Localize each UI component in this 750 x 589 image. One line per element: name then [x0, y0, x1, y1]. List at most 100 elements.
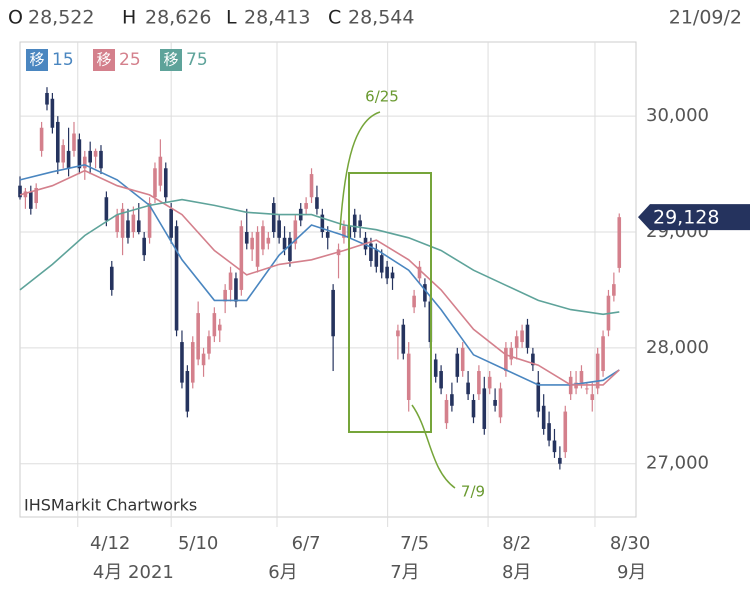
legend-swatch: [26, 49, 48, 71]
candle-body: [466, 382, 470, 395]
x-tick-label: 7/5: [400, 533, 429, 554]
candle-body: [558, 457, 562, 464]
candle-body: [217, 324, 222, 331]
ma-line: [19, 198, 620, 316]
candle-body: [352, 214, 357, 232]
header-label: H: [122, 7, 136, 29]
header-value: 28,522: [28, 7, 94, 29]
candle-body: [455, 353, 460, 377]
x-tick-label: 8/2: [502, 533, 531, 554]
header-label: C: [328, 7, 341, 29]
y-tick-label: 28,000: [646, 337, 709, 358]
candle-body: [196, 313, 200, 360]
candle-body: [61, 145, 65, 163]
candle-body: [304, 203, 308, 209]
legend-swatch: [93, 49, 115, 71]
candle-body: [250, 237, 254, 250]
candle-body: [520, 330, 524, 343]
candle-body: [99, 150, 103, 169]
candle-body: [601, 336, 605, 372]
candle-body: [617, 217, 622, 268]
candle-body: [439, 371, 443, 389]
candle-body: [142, 237, 146, 256]
x-tick-label: 8/30: [610, 533, 650, 554]
legend-prefix: 移: [29, 51, 44, 69]
candle-body: [34, 187, 38, 204]
candle-body: [131, 214, 136, 232]
candle-body: [460, 347, 465, 372]
y-tick-label: 30,000: [646, 105, 709, 126]
candle-body: [536, 382, 541, 412]
candle-body: [547, 423, 551, 441]
callout-line: [411, 404, 456, 489]
ma-line: [19, 163, 620, 386]
legend-prefix: 移: [96, 51, 111, 69]
candle-body: [190, 342, 195, 383]
candle-body: [504, 347, 508, 372]
legend-label: 75: [186, 50, 208, 70]
candle-body: [417, 266, 422, 279]
candle-body: [104, 197, 109, 221]
candle-body: [266, 237, 271, 244]
last-price-label: 29,128: [653, 207, 719, 229]
candle-body: [45, 92, 49, 105]
candle-body: [482, 388, 487, 429]
candle-body: [579, 371, 584, 383]
candle-body: [18, 185, 22, 198]
candle-body: [55, 121, 60, 163]
candle-body: [239, 226, 244, 290]
candle-body: [590, 394, 595, 400]
candle-body: [82, 156, 87, 169]
candle-body: [525, 324, 530, 348]
candle-body: [493, 399, 497, 406]
candle-body: [147, 203, 152, 238]
candle-body: [385, 266, 389, 279]
source: IHSMarkit Chartworks: [24, 496, 197, 515]
candle-body: [109, 266, 114, 290]
candle-body: [28, 191, 33, 209]
legend-prefix: 移: [163, 51, 178, 69]
last-price-tag: [638, 204, 750, 231]
candle-body: [261, 226, 265, 250]
candle-body: [514, 336, 519, 348]
candle-body: [77, 139, 82, 169]
candle-body: [358, 220, 362, 227]
candle-body: [509, 347, 514, 360]
candle-body: [169, 208, 173, 238]
header-value: 28,626: [145, 7, 211, 29]
annotation: 6/25: [365, 88, 399, 106]
candle-body: [115, 214, 119, 232]
candle-body: [282, 237, 287, 250]
candle-body: [234, 278, 238, 302]
month-label: 6月: [268, 562, 297, 583]
ma-line: [19, 169, 620, 386]
header-value: 28,413: [244, 7, 310, 29]
candle-body: [552, 440, 557, 453]
candle-body: [293, 220, 298, 244]
candle-body: [201, 353, 206, 366]
candle-body: [126, 220, 130, 238]
candle-body: [120, 208, 125, 238]
candle-body: [72, 133, 76, 151]
highlight-box: [348, 172, 432, 433]
candle-body: [531, 353, 535, 366]
header-label: O: [8, 7, 23, 29]
legend-label: 25: [119, 50, 141, 70]
candle-body: [23, 191, 28, 198]
x-tick-label: 5/10: [178, 533, 218, 554]
month-label: 9月: [617, 562, 646, 583]
candle-body: [477, 371, 481, 395]
month-label: 7月: [390, 562, 419, 583]
candle-body: [315, 197, 319, 209]
candle-body: [444, 399, 449, 424]
candle-body: [277, 220, 281, 238]
header-date: 21/09/2: [669, 7, 742, 29]
candle-body: [331, 289, 335, 337]
candle-body: [207, 336, 211, 354]
x-tick-label: 4/12: [90, 533, 130, 554]
plot-frame: [19, 41, 637, 518]
layer: [18, 42, 636, 527]
candle-body: [163, 168, 168, 198]
